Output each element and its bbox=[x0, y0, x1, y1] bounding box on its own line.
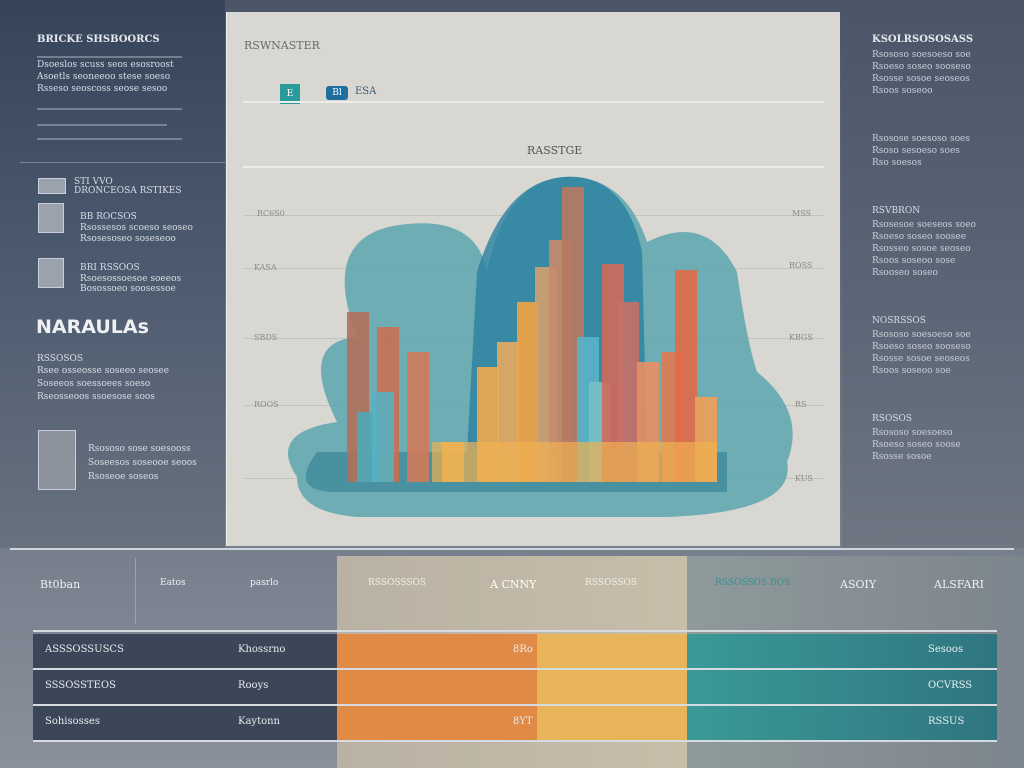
section-line: Rsoeso soseo sooseso bbox=[872, 342, 971, 352]
header-cell[interactable]: A CNNY bbox=[490, 578, 537, 591]
header-cell[interactable]: RSSOSSSOS bbox=[368, 578, 427, 588]
left-line: Dsoeslos scuss seos esosroost bbox=[37, 60, 174, 70]
building-bar bbox=[675, 270, 697, 482]
item-line: Rsososo sose soesooss bbox=[88, 444, 191, 454]
y-label-right: MSS bbox=[792, 209, 812, 218]
city-skyline-illustration bbox=[288, 176, 793, 517]
y-label-left: ROOS bbox=[254, 400, 279, 409]
cell: Sohisosses bbox=[45, 716, 100, 727]
section-line: Rsoeso soseo sooseso bbox=[872, 62, 971, 72]
image-icon bbox=[38, 178, 66, 194]
item-line: Rsoesossoesoe soeeos bbox=[80, 274, 182, 284]
section-line: Rsoos soseoo bbox=[872, 86, 933, 96]
item-line: Rsossesos scoeso seoseo bbox=[80, 223, 193, 233]
cell: 8YT bbox=[513, 716, 533, 727]
item-line: Rsosesoseo soseseoo bbox=[80, 234, 176, 244]
cell: OCVRSS bbox=[928, 680, 973, 691]
y-label-right: KUS bbox=[795, 474, 813, 483]
cell: Khossrno bbox=[238, 644, 286, 655]
block-line: Rseosseoos ssoesose soos bbox=[37, 392, 155, 402]
table-row[interactable]: Sohisosses Kaytonn 8YT RSSUS bbox=[33, 706, 997, 740]
section-line: Rsoeso soseo soosee bbox=[872, 232, 967, 242]
item-line: Bosossoeo soosessoe bbox=[80, 284, 176, 294]
header-cell[interactable]: Eatos bbox=[160, 578, 186, 588]
section-line: Rsosose soesoso soes bbox=[872, 134, 970, 144]
chart-panel: RSWNASTER E Bl ESA RASSTGE RC6S0 KASA SB… bbox=[226, 12, 840, 546]
section-line: Rsoeso soseo soose bbox=[872, 440, 961, 450]
legend-swatch-blue: Bl bbox=[326, 86, 348, 100]
table-row[interactable]: SSSOSSTEOS Rooys OCVRSS bbox=[33, 670, 997, 704]
section-line: Rsososo soesoeso soe bbox=[872, 50, 971, 60]
section-line: Rsosse sosoe seoseos bbox=[872, 74, 970, 84]
building-bar bbox=[372, 392, 394, 482]
cell: Rooys bbox=[238, 680, 269, 691]
y-label-right: KBGS bbox=[789, 333, 813, 342]
building-bar bbox=[517, 302, 539, 482]
cell: SSSOSSTEOS bbox=[45, 680, 116, 691]
card-icon bbox=[38, 258, 64, 288]
building-bar bbox=[617, 302, 639, 482]
block-line: Rsee osseosse soseeo seosee bbox=[37, 366, 169, 376]
header-cell[interactable]: pasrlo bbox=[250, 578, 279, 588]
y-label-left: KASA bbox=[254, 263, 277, 272]
item-subtitle: DRONCEOSA RSTIKES bbox=[74, 186, 182, 196]
cell: ASSSOSSUSCS bbox=[45, 644, 124, 655]
section-line: Rsoos soseoo soe bbox=[872, 366, 951, 376]
y-label-left: SBDS bbox=[254, 333, 278, 342]
y-label-right: RS bbox=[795, 400, 807, 409]
section-title: NARAULAs bbox=[36, 316, 149, 338]
item-line: Soseesos soseooe seoos bbox=[88, 458, 197, 468]
chart-title: RASSTGE bbox=[527, 144, 583, 157]
table-row[interactable]: ASSSOSSUSCS Khossrno 8Ro Sesoos bbox=[33, 634, 997, 668]
item-line: Rsoseoe soseos bbox=[88, 472, 159, 482]
header-cell[interactable]: Bt0ban bbox=[40, 578, 81, 591]
header-cell[interactable]: ALSFARI bbox=[934, 578, 985, 591]
panel-title: RSWNASTER bbox=[244, 39, 320, 52]
left-line: Asoetls seoneeoo stese soeso bbox=[37, 72, 171, 82]
item-title: STI VVO bbox=[74, 177, 113, 187]
section-line: Rsososo soesoeso bbox=[872, 428, 953, 438]
summary-table: Bt0ban Eatos pasrlo RSSOSSSOS A CNNY RSS… bbox=[0, 548, 1024, 768]
section-line: Rsoso sesoeso soes bbox=[872, 146, 960, 156]
document-icon bbox=[38, 203, 64, 233]
left-panel: BRICKE SHSBOORCS Dsoeslos scuss seos eso… bbox=[0, 0, 225, 548]
section-line: Rsoos soseoo sose bbox=[872, 256, 956, 266]
section-line: Rsosesoe soeseos soeo bbox=[872, 220, 976, 230]
section-title: RSOSOS bbox=[872, 414, 913, 424]
header-cell[interactable]: RSSOSSOS bbox=[585, 578, 638, 588]
poster-icon bbox=[38, 430, 76, 490]
legend-swatch-teal: E bbox=[280, 84, 300, 104]
section-line: Rsosseo sosoe seoseo bbox=[872, 244, 971, 254]
legend-label: ESA bbox=[355, 86, 377, 97]
section-line: Rsosse sosoe bbox=[872, 452, 932, 462]
header-cell[interactable]: RSSOSSOS BOS bbox=[715, 578, 791, 588]
cell: 8Ro bbox=[513, 644, 533, 655]
left-heading: BRICKE SHSBOORCS bbox=[37, 34, 160, 45]
building-bar bbox=[407, 352, 429, 482]
y-label-right: ROSS bbox=[789, 261, 813, 270]
section-line: Rsososo soesoeso soe bbox=[872, 330, 971, 340]
section-line: Rsosse sosoe seoseos bbox=[872, 354, 970, 364]
header-cell[interactable]: ASOIY bbox=[840, 578, 877, 591]
block-title: RSSOSOS bbox=[37, 354, 84, 364]
item-title: BB ROCSOS bbox=[80, 212, 137, 222]
section-line: Rso soesos bbox=[872, 158, 922, 168]
cell: Kaytonn bbox=[238, 716, 281, 727]
section-line: Rsooseo soseo bbox=[872, 268, 938, 278]
right-heading: KSOLRSOSOSASS bbox=[872, 34, 974, 45]
cell: RSSUS bbox=[928, 716, 965, 727]
section-title: RSVBRON bbox=[872, 206, 921, 216]
left-line: Rsseso seoscoss seose sesoo bbox=[37, 84, 168, 94]
cell: Sesoos bbox=[928, 644, 964, 655]
block-line: Soseeos soessoees soeso bbox=[37, 379, 151, 389]
item-title: BRI RSSOOS bbox=[80, 263, 140, 273]
y-label-left: RC6S0 bbox=[257, 209, 285, 218]
section-title: NOSRSSOS bbox=[872, 316, 926, 326]
right-panel: KSOLRSOSOSASS Rsososo soesoeso soe Rsoeso… bbox=[842, 0, 1024, 548]
